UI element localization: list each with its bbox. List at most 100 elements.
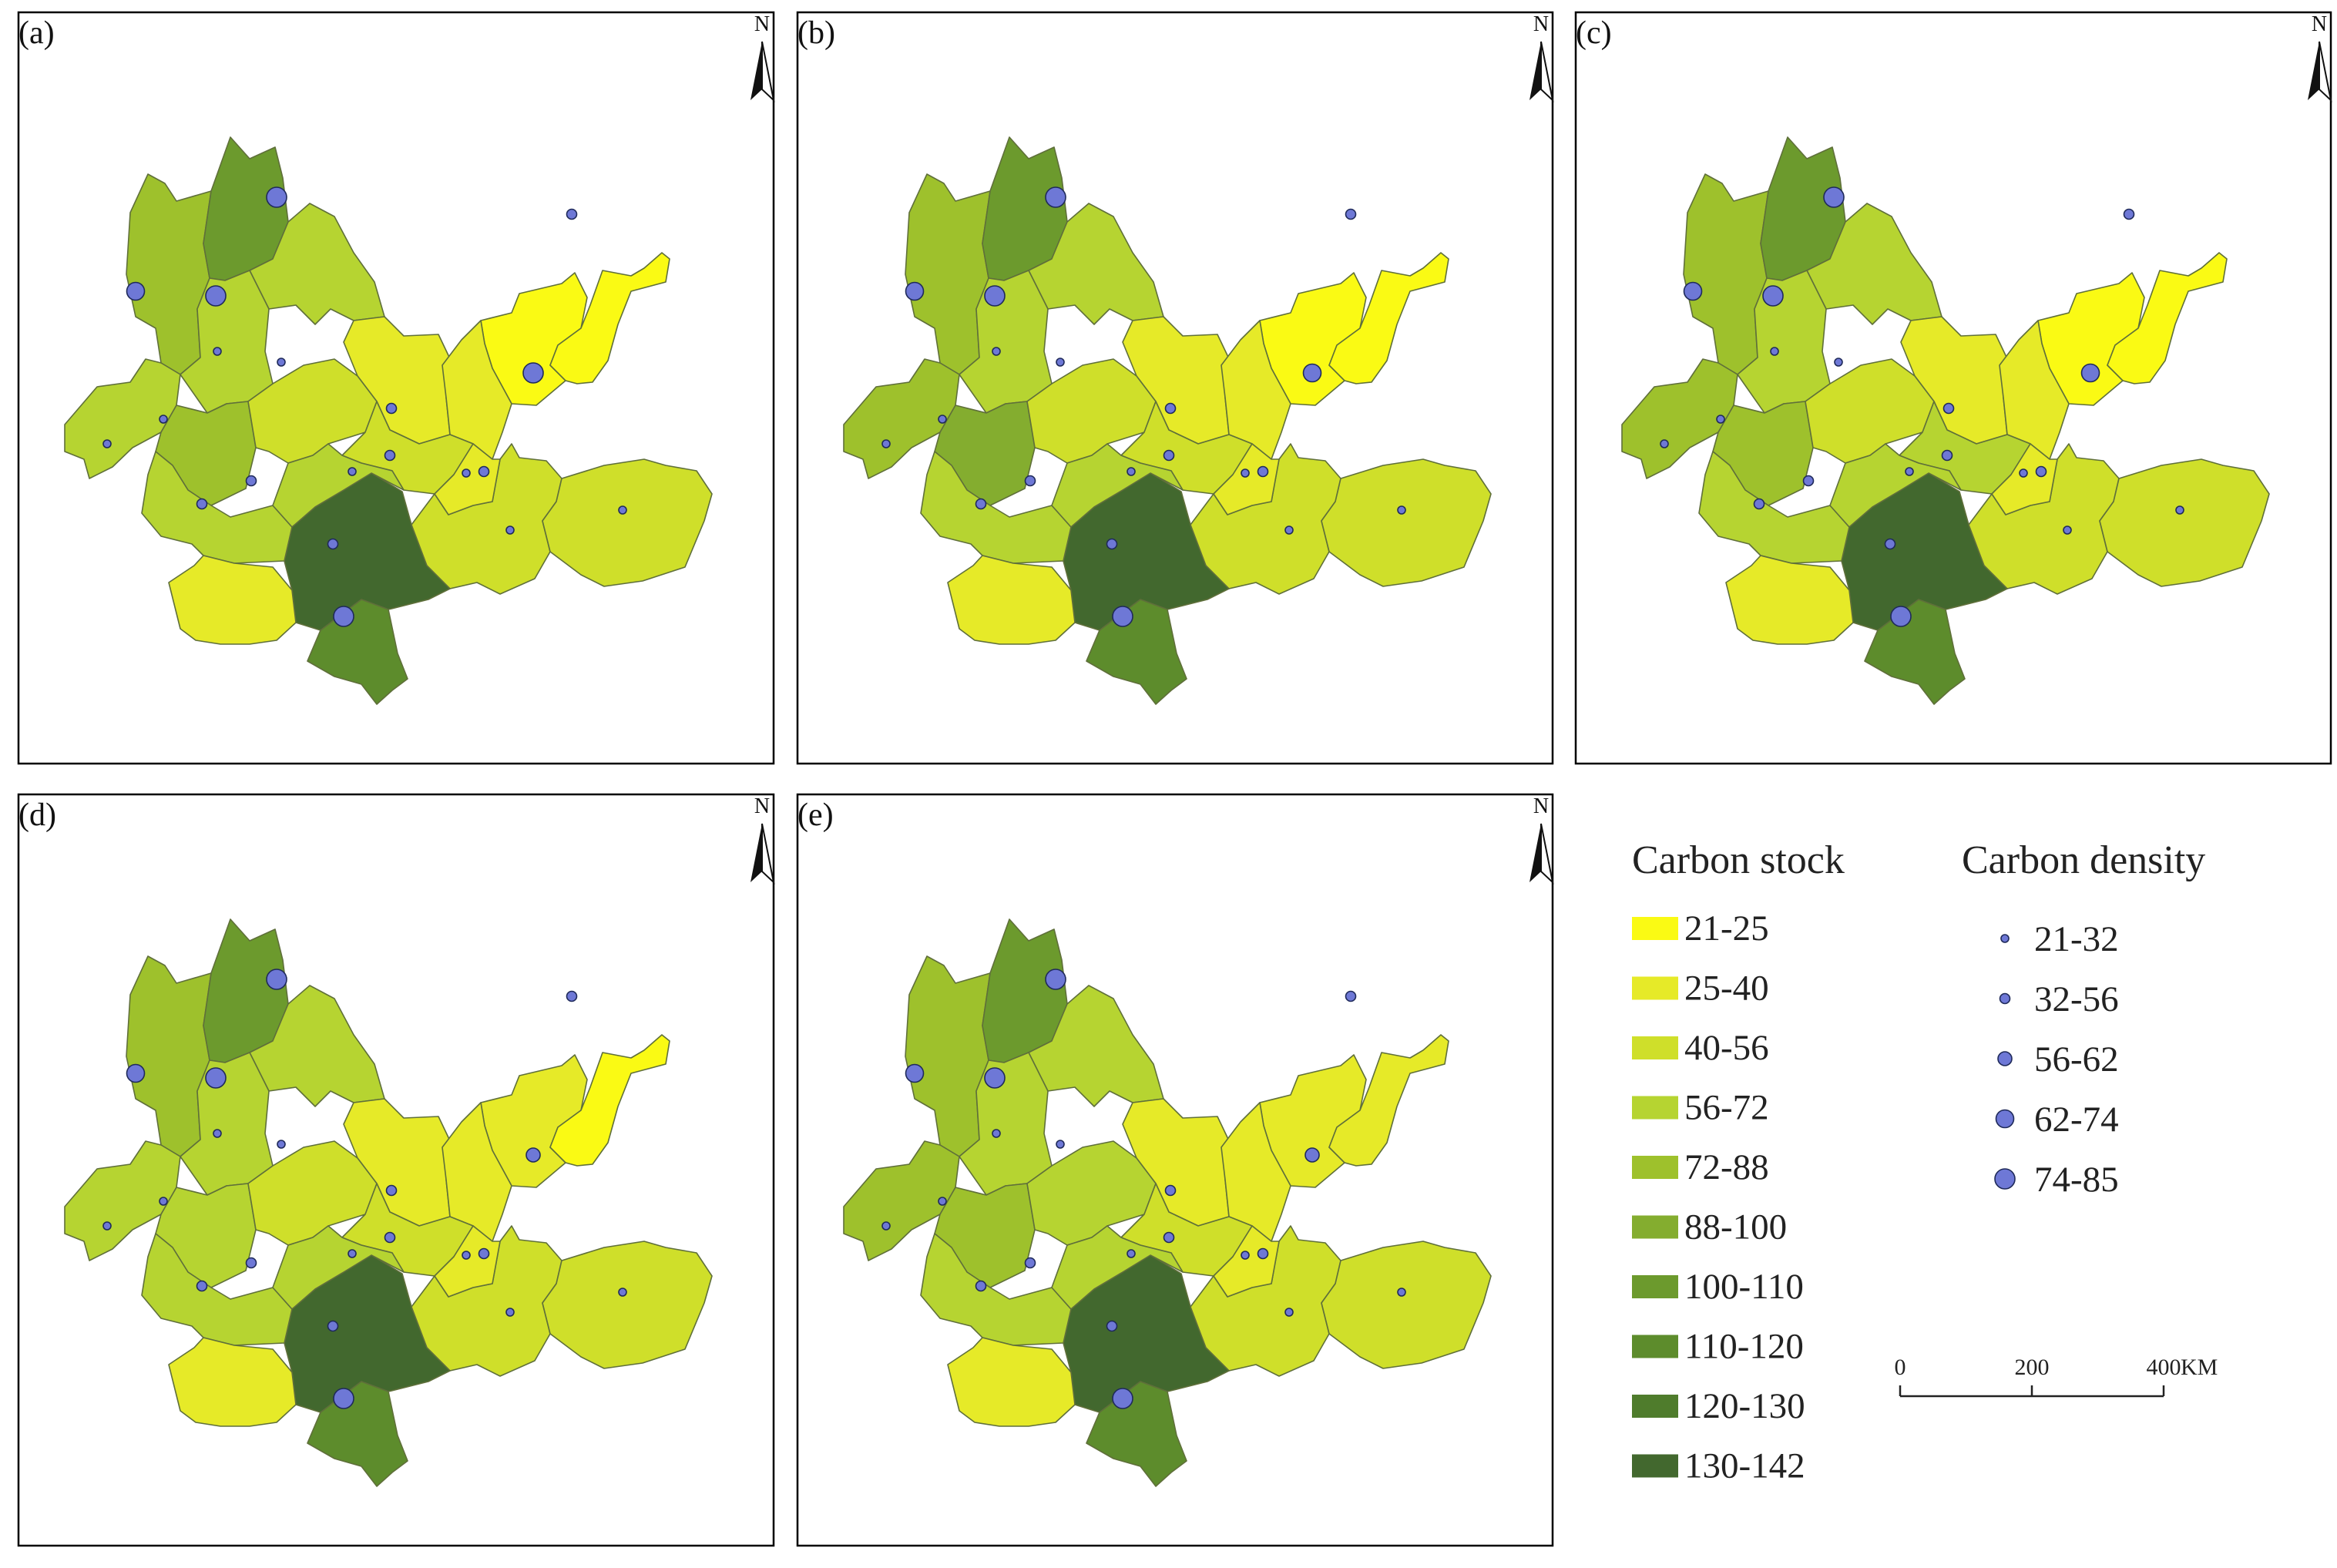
density-marker [1045,186,1066,208]
map-region [1221,320,1291,460]
stock-legend-swatch [1632,917,1678,940]
north-label: N [754,12,770,36]
stock-legend-label: 110-120 [1684,1327,1804,1367]
map-region [1328,252,1449,384]
density-marker [1397,1288,1406,1297]
map-region [1086,599,1187,705]
stock-legend-swatch [1632,1395,1678,1418]
map-panel: (a) N [17,11,775,765]
density-marker [245,1257,257,1269]
density-legend-label: 62-74 [2034,1100,2119,1140]
map-region [920,1233,1072,1346]
north-label: N [1533,12,1549,36]
density-marker [102,439,112,448]
density-marker [385,1184,398,1197]
map-region [549,1034,670,1167]
map-panel: (c) N [1574,11,2332,765]
map-region [141,1233,293,1346]
map-region [1213,1225,1280,1298]
panel-label: (b) [797,15,835,51]
density-markers [881,186,1406,627]
map-region [2107,252,2228,384]
density-marker [2175,505,2184,515]
density-marker [618,1288,627,1297]
density-legend-marker [1994,1168,2016,1190]
map-region [434,443,501,515]
density-marker [975,1280,987,1292]
density-marker [992,1129,1001,1138]
density-marker [205,285,227,307]
density-marker [1762,285,1784,307]
map-region [272,1225,405,1310]
density-marker [1802,475,1815,487]
density-marker [1127,467,1136,476]
map-region [442,320,512,460]
panel-label: (d) [18,797,56,833]
density-marker [205,1067,227,1089]
regions [843,918,1492,1487]
stock-legend-swatch [1632,1096,1678,1120]
density-marker [277,1140,286,1149]
density-legend-label: 74-85 [2034,1160,2119,1200]
map-region [168,1337,297,1427]
regions [843,136,1492,705]
north-label: N [2312,12,2327,36]
density-marker [2080,363,2100,383]
map-region [1321,458,1492,587]
density-marker [905,281,925,301]
density-marker [462,1251,471,1260]
density-marker [1106,538,1118,550]
stock-legend-label: 130-142 [1684,1446,1805,1486]
panel-label: (e) [797,797,834,833]
stock-legend-swatch [1632,1036,1678,1059]
density-marker [505,525,515,535]
map-region [1725,555,1854,645]
stock-legend-label: 25-40 [1684,969,1769,1009]
scale-bar-unit: KM [2181,1355,2218,1380]
stock-legend-label: 56-72 [1684,1088,1769,1128]
density-marker [1304,1147,1320,1163]
map-region [542,458,713,587]
map-panel: (e) N [796,793,1554,1547]
stock-legend-swatch [1632,976,1678,1000]
density-marker [266,186,287,208]
density-marker [522,362,544,384]
regions [64,918,713,1487]
regions [64,136,713,705]
stock-legend-label: 40-56 [1684,1028,1769,1068]
density-marker [245,475,257,487]
map-region [1999,320,2070,460]
map-panel: (d) N [17,793,775,1547]
north-arrow-icon [2308,42,2319,100]
density-legend-marker [1997,1051,2013,1066]
density-marker [333,1388,354,1409]
density-marker [1056,1140,1065,1149]
map-region [1321,1241,1492,1369]
density-marker [1753,498,1765,510]
density-marker [327,1320,339,1332]
density-marker [1823,186,1845,208]
map-region [2099,458,2270,587]
north-arrow-icon [1529,42,1541,100]
density-marker [1164,1184,1177,1197]
density-marker [1024,475,1036,487]
density-marker [384,1231,396,1244]
stock-legend-items: 21-25 25-40 40-56 56-72 72-88 88-100 100-110 11… [1632,908,1805,1486]
north-arrow-icon [761,41,775,102]
density-marker [159,415,168,424]
panel-label: (a) [18,15,55,51]
density-marker [1163,449,1175,462]
map-region [1213,443,1280,515]
density-marker [975,498,987,510]
density-marker [1284,1308,1294,1317]
density-marker [1770,347,1779,356]
density-marker [159,1197,168,1206]
density-marker [992,347,1001,356]
map-region [168,555,297,645]
stock-legend-swatch [1632,1335,1678,1358]
density-marker [462,468,471,478]
stock-legend-label: 100-110 [1684,1267,1804,1307]
density-legend-title: Carbon density [1962,838,2205,882]
